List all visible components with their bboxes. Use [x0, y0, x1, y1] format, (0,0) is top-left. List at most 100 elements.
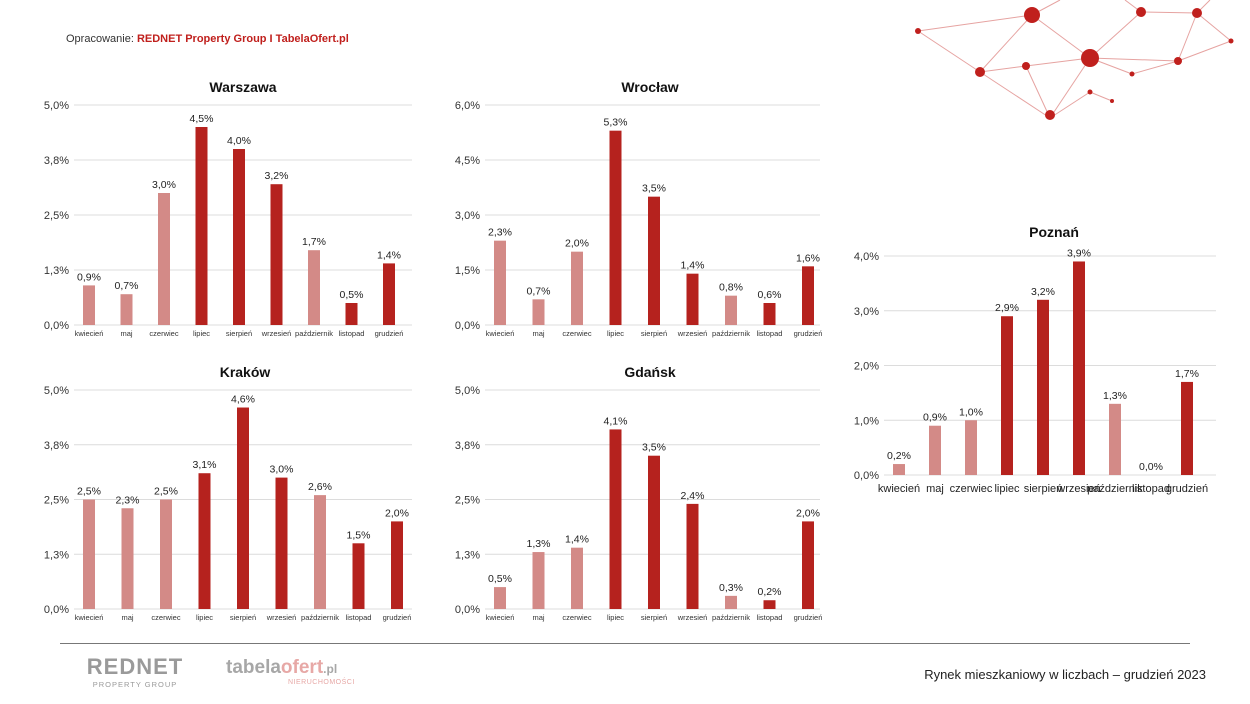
- y-tick-label: 0,0%: [455, 604, 480, 616]
- y-tick-label: 5,0%: [455, 385, 480, 397]
- x-tick-label: lipiec: [607, 613, 624, 622]
- bar: [965, 420, 977, 475]
- x-tick-label: październik: [295, 329, 333, 338]
- bar: [494, 240, 506, 325]
- data-label: 2,0%: [796, 507, 820, 519]
- data-label: 1,4%: [681, 260, 705, 272]
- x-tick-label: czerwiec: [562, 613, 591, 622]
- x-tick-label: listopad: [1132, 483, 1170, 495]
- y-tick-label: 2,5%: [455, 495, 480, 507]
- rednet-logo-text: REDNET: [86, 654, 184, 679]
- bar: [802, 266, 814, 325]
- bar: [929, 425, 941, 475]
- x-tick-label: listopad: [757, 329, 783, 338]
- bar: [686, 273, 699, 325]
- chart-gdansk: Gdańsk 0,0% 1,3% 2,5% 3,8% 5,0% 0,5% kwiecień 1,…: [455, 364, 823, 622]
- x-tick-label: październik: [712, 329, 750, 338]
- x-tick-label: wrzesień: [261, 329, 292, 338]
- bar: [532, 299, 545, 325]
- x-tick-label: lipiec: [193, 329, 210, 338]
- data-label: 1,5%: [347, 529, 371, 541]
- x-tick-label: sierpień: [1024, 483, 1063, 495]
- data-label: 3,0%: [152, 179, 176, 191]
- bar: [494, 587, 506, 609]
- data-label: 2,0%: [385, 507, 409, 519]
- x-tick-label: październik: [301, 613, 339, 622]
- footer-divider: [60, 643, 1190, 644]
- chart-title: Wrocław: [621, 79, 678, 95]
- bar: [1073, 261, 1085, 475]
- bar: [763, 600, 776, 609]
- x-tick-label: czerwiec: [950, 483, 993, 495]
- data-label: 3,5%: [642, 442, 666, 454]
- data-label: 4,5%: [190, 113, 214, 125]
- y-tick-label: 4,0%: [854, 251, 879, 263]
- data-label: 5,3%: [604, 117, 628, 129]
- bar: [1181, 381, 1193, 475]
- chart-krakow: Kraków 0,0% 1,3% 2,5% 3,8% 5,0% 2,5% kwiecień 2,…: [44, 364, 412, 622]
- bar: [1109, 403, 1121, 475]
- bar: [352, 543, 365, 609]
- data-label: 0,2%: [887, 450, 911, 462]
- bar: [198, 473, 211, 609]
- data-label: 0,7%: [527, 285, 551, 297]
- data-label: 1,7%: [1175, 368, 1199, 380]
- x-tick-label: maj: [120, 329, 132, 338]
- data-label: 0,6%: [758, 289, 782, 301]
- tabelaofert-logo-part2: ofert: [280, 657, 324, 678]
- bar: [160, 499, 172, 609]
- bar: [270, 184, 283, 325]
- y-tick-label: 1,5%: [455, 265, 480, 277]
- tabelaofert-logo-part1: tabela: [226, 657, 281, 678]
- y-tick-label: 5,0%: [44, 385, 69, 397]
- y-tick-label: 0,0%: [455, 320, 480, 332]
- data-label: 2,5%: [77, 486, 101, 498]
- x-tick-label: kwiecień: [486, 613, 515, 622]
- y-tick-label: 5,0%: [44, 100, 69, 112]
- x-tick-label: wrzesień: [677, 613, 708, 622]
- tabelaofert-logo-part3: .pl: [323, 662, 338, 676]
- bar: [237, 407, 249, 609]
- data-label: 2,3%: [116, 494, 140, 506]
- x-tick-label: kwiecień: [878, 483, 920, 495]
- bar: [195, 127, 208, 325]
- bar: [1037, 299, 1049, 475]
- bar: [83, 499, 95, 609]
- source-credit: Opracowanie: REDNET Property Group I Tab…: [66, 33, 349, 45]
- data-label: 3,2%: [265, 170, 289, 182]
- data-label: 2,0%: [565, 238, 589, 250]
- x-tick-label: październik: [712, 613, 750, 622]
- data-label: 1,4%: [377, 249, 401, 261]
- bar: [83, 285, 95, 325]
- bar: [609, 429, 622, 609]
- data-label: 1,0%: [959, 406, 983, 418]
- y-tick-label: 4,5%: [455, 155, 480, 167]
- chart-warszawa: Warszawa 0,0% 1,3% 2,5% 3,8% 5,0% 0,9% kwiecień…: [44, 79, 412, 338]
- chart-title: Gdańsk: [624, 364, 676, 380]
- x-tick-label: grudzień: [1166, 483, 1208, 495]
- x-tick-label: październik: [1087, 483, 1143, 495]
- y-tick-label: 2,0%: [854, 361, 879, 373]
- x-tick-label: grudzień: [794, 613, 823, 622]
- y-tick-label: 1,3%: [455, 549, 480, 561]
- data-label: 1,6%: [796, 252, 820, 264]
- x-tick-label: lipiec: [607, 329, 624, 338]
- source-label: Opracowanie:: [66, 33, 137, 45]
- bar: [233, 149, 245, 325]
- y-tick-label: 0,0%: [44, 320, 69, 332]
- x-tick-label: maj: [532, 329, 544, 338]
- bar: [571, 251, 583, 325]
- x-tick-label: lipiec: [994, 483, 1020, 495]
- data-label: 2,3%: [488, 227, 512, 239]
- data-label: 2,6%: [308, 481, 332, 493]
- y-tick-label: 3,0%: [455, 210, 480, 222]
- source-value: REDNET Property Group I TabelaOfert.pl: [136, 33, 349, 45]
- x-tick-label: sierpień: [641, 329, 667, 338]
- data-label: 0,0%: [1139, 461, 1163, 473]
- bar: [308, 250, 320, 325]
- y-tick-label: 1,3%: [44, 549, 69, 561]
- x-tick-label: grudzień: [375, 329, 404, 338]
- footer-report-title: Rynek mieszkaniowy w liczbach – grudzień…: [924, 667, 1206, 682]
- x-tick-label: kwiecień: [486, 329, 515, 338]
- network-decoration: [915, 0, 1234, 120]
